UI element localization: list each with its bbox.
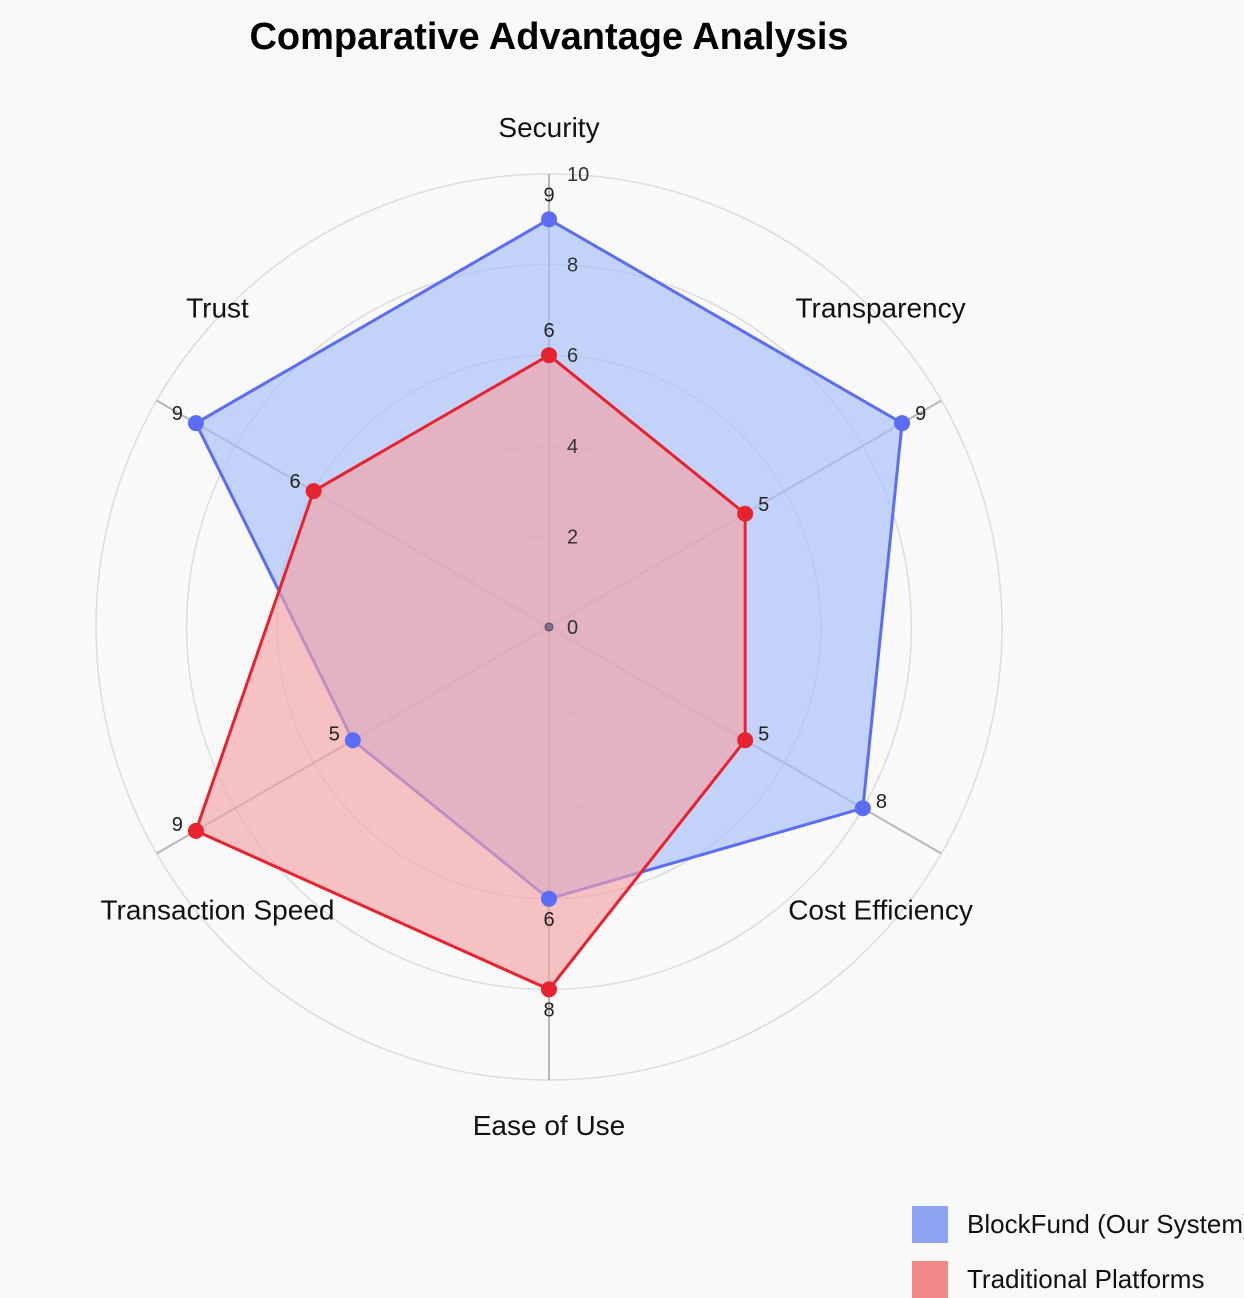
value-label-blockfund-our-system-trust: 9 xyxy=(172,403,183,425)
legend-swatch-traditional xyxy=(912,1261,948,1298)
value-label-blockfund-our-system-transparency: 9 xyxy=(915,403,926,425)
value-label-traditional-platforms-transaction-speed: 9 xyxy=(172,814,183,836)
value-label-blockfund-our-system-cost-efficiency: 8 xyxy=(876,791,887,813)
data-point-blockfund-our-system-transparency xyxy=(894,415,911,432)
data-point-traditional-platforms-trust xyxy=(305,483,322,500)
data-point-traditional-platforms-security xyxy=(541,347,557,364)
data-point-blockfund-our-system-trust xyxy=(187,415,204,432)
axis-label-trust: Trust xyxy=(186,293,249,324)
value-label-traditional-platforms-security: 6 xyxy=(543,320,554,342)
center-point xyxy=(544,622,554,632)
data-point-blockfund-our-system-transaction-speed xyxy=(344,732,361,749)
data-point-blockfund-our-system-ease-of-use xyxy=(541,890,557,907)
value-label-traditional-platforms-ease-of-use: 8 xyxy=(543,999,554,1021)
value-label-blockfund-our-system-ease-of-use: 6 xyxy=(543,909,554,931)
legend-label-traditional: Traditional Platforms xyxy=(967,1264,1205,1294)
value-label-traditional-platforms-trust: 6 xyxy=(289,471,300,493)
value-label-blockfund-our-system-transaction-speed: 5 xyxy=(329,723,340,745)
data-point-traditional-platforms-transaction-speed xyxy=(187,822,204,839)
axis-label-transparency: Transparency xyxy=(795,293,965,324)
value-label-traditional-platforms-transparency: 5 xyxy=(758,494,769,516)
radial-tick-label-10: 10 xyxy=(567,164,589,186)
data-point-traditional-platforms-transparency xyxy=(737,505,754,522)
legend-item-traditional[interactable]: Traditional Platforms xyxy=(912,1261,1244,1298)
axis-label-security: Security xyxy=(498,112,599,143)
data-point-traditional-platforms-cost-efficiency xyxy=(737,732,754,749)
data-point-traditional-platforms-ease-of-use xyxy=(541,981,557,998)
legend-label-blockfund: BlockFund (Our System) xyxy=(967,1209,1244,1239)
radial-tick-label-8: 8 xyxy=(567,255,578,277)
chart-title: Comparative Advantage Analysis xyxy=(249,16,849,58)
legend-swatch-blockfund xyxy=(912,1206,948,1243)
radial-tick-label-4: 4 xyxy=(567,436,578,458)
radial-tick-label-6: 6 xyxy=(567,345,578,367)
radial-tick-label-0: 0 xyxy=(567,617,578,639)
legend-item-blockfund[interactable]: BlockFund (Our System) xyxy=(912,1206,1244,1243)
data-point-blockfund-our-system-cost-efficiency xyxy=(854,800,871,817)
axis-label-ease-of-use: Ease of Use xyxy=(473,1110,626,1141)
axis-label-cost-efficiency: Cost Efficiency xyxy=(788,895,973,926)
axis-label-transaction-speed: Transaction Speed xyxy=(100,895,334,926)
legend: BlockFund (Our System) Traditional Platf… xyxy=(912,1206,1244,1298)
value-label-blockfund-our-system-security: 9 xyxy=(543,184,554,206)
value-label-traditional-platforms-cost-efficiency: 5 xyxy=(758,723,769,745)
data-point-blockfund-our-system-security xyxy=(541,211,557,228)
radial-tick-label-2: 2 xyxy=(567,526,578,548)
